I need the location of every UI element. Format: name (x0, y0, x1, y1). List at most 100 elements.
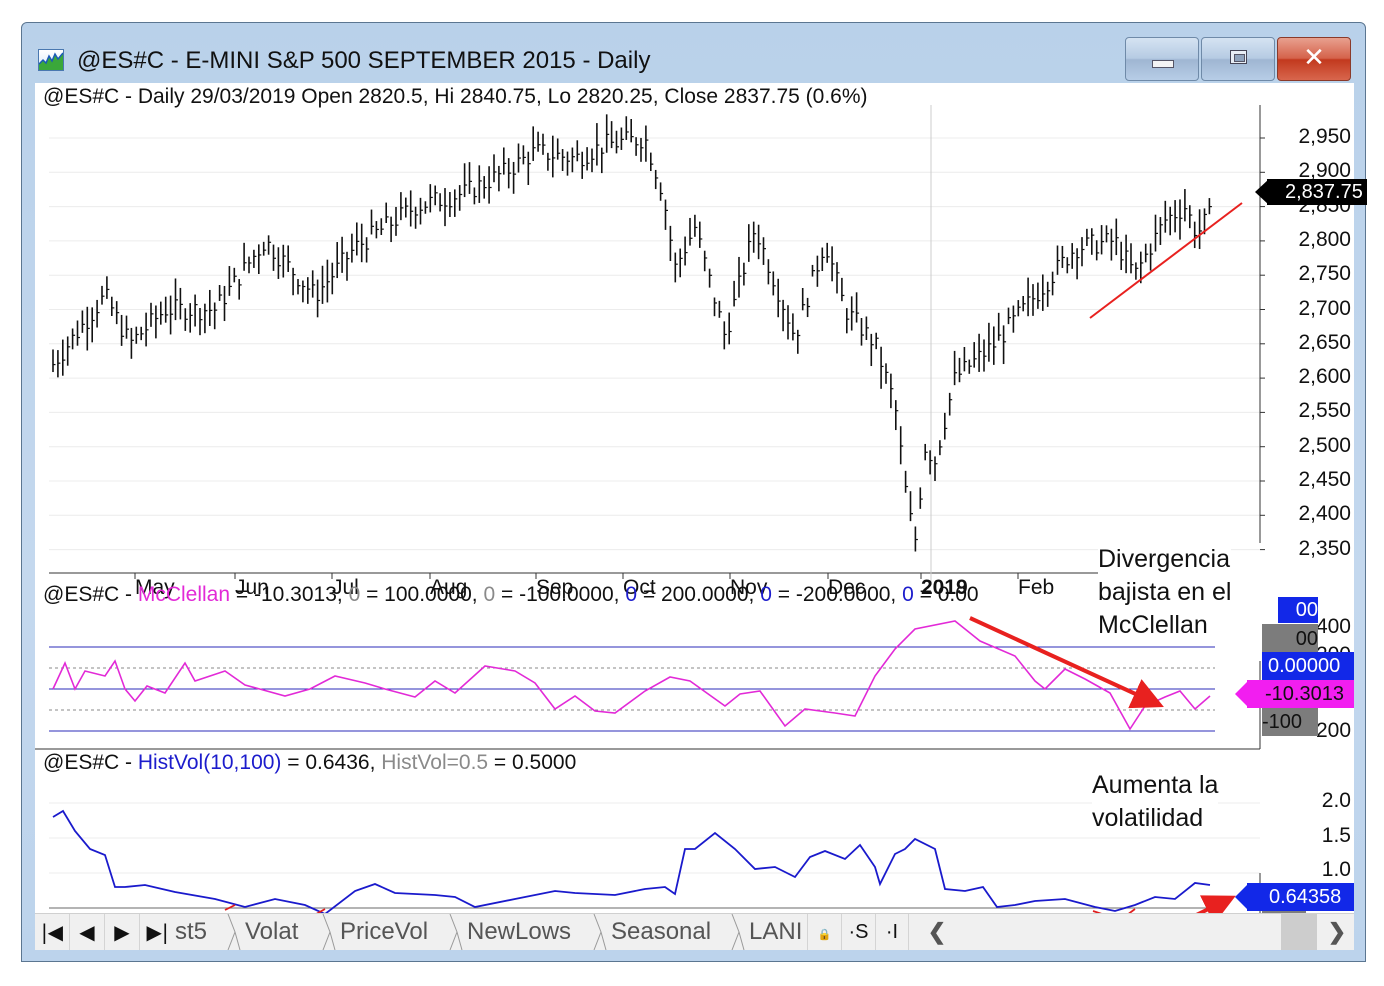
header-segment: = -100.0000, (495, 583, 626, 606)
header-segment: = 0.6436, (281, 751, 382, 774)
scroll-left-button[interactable]: ❮ (927, 919, 947, 944)
tag-value: 00 (1295, 599, 1318, 621)
header-segment: = 100.0000, (360, 583, 484, 606)
price-tag-pointer (1255, 179, 1269, 205)
mcclellan-current-tag: -10.3013 (1247, 680, 1354, 708)
tab-divider (593, 914, 607, 950)
sheet-tab[interactable]: st5 (175, 918, 208, 945)
month-label: Nov (730, 576, 768, 599)
sheet-tab-bar: |◀ ◀ ▶ ▶| st5 Volat PriceVol NewLows Seasona… (35, 913, 1354, 950)
price-tick-label: 2,700 (1298, 296, 1351, 320)
mcclellan-line-chart[interactable] (35, 601, 1354, 769)
price-tick-label: 2,950 (1298, 125, 1351, 148)
histvol-current-tag: 0.64358 (1247, 883, 1354, 911)
annotation-line: Aumenta la (1092, 771, 1219, 799)
month-label: Dec (828, 576, 866, 599)
chart-app-icon (38, 49, 64, 71)
price-tick-label: 2,750 (1298, 262, 1351, 286)
histvol-tick-label: 1.5 (1321, 824, 1351, 847)
price-tick-label: 2,800 (1298, 227, 1351, 251)
mcclellan-tag-pointer (1235, 680, 1249, 708)
histvol-tag-pointer (1235, 883, 1249, 911)
header-segment: = -10.3013, (230, 583, 349, 606)
mcclellan-100-tag: 00 (1262, 624, 1318, 654)
price-bar-chart[interactable] (35, 83, 1354, 583)
minimize-button[interactable] (1125, 37, 1199, 81)
histvol-tick-label: 2.0 (1321, 789, 1351, 812)
tag-value: 0.64358 (1269, 886, 1342, 908)
header-segment: @ES#C - (43, 751, 138, 774)
histvol-tick-label: 1.0 (1321, 858, 1351, 881)
tag-value: -100 (1262, 711, 1303, 733)
close-button[interactable]: ✕ (1277, 37, 1351, 81)
histvol-line-chart[interactable] (35, 769, 1354, 913)
header-segment: 0 (760, 583, 772, 606)
window-title: @ES#C - E-MINI S&P 500 SEPTEMBER 2015 - … (77, 47, 651, 74)
mcclellan-panel-header: @ES#C - McClellan = -10.3013, 0 = 100.00… (43, 583, 979, 607)
sheet-tab[interactable]: Seasonal (611, 918, 712, 945)
header-segment: HistVol=0.5 (381, 751, 489, 774)
header-segment: = 200.0000, (637, 583, 761, 606)
sheet-tab[interactable]: Volat (245, 918, 299, 945)
sheet-tab[interactable]: LANI (749, 918, 803, 945)
minimize-icon (1152, 60, 1174, 68)
annotation-line: bajista en el (1098, 578, 1232, 606)
maximize-button[interactable] (1201, 37, 1275, 81)
scale-button[interactable]: ·S (841, 914, 875, 950)
tag-value: 0.00000 (1268, 655, 1341, 677)
header-segment: HistVol(10,100) (137, 751, 282, 774)
month-label: 2019 (921, 576, 968, 599)
month-label: Aug (430, 576, 468, 599)
title-bar[interactable]: @ES#C - E-MINI S&P 500 SEPTEMBER 2015 - … (22, 23, 1365, 83)
mcclellan-tick-label: -200 (1308, 719, 1351, 742)
last-price-tag: 2,837.75 (1267, 179, 1367, 205)
last-price-value: 2,837.75 (1285, 181, 1363, 203)
histvol-panel-header: @ES#C - HistVol(10,100) = 0.6436, HistVo… (43, 751, 576, 775)
price-tick-label: 2,900 (1298, 159, 1351, 183)
scroll-right-button[interactable]: ❯ (1327, 919, 1347, 944)
mcclellan-200-tag: 00 (1278, 597, 1318, 623)
tab-divider (227, 914, 241, 950)
tab-divider (449, 914, 463, 950)
header-segment: 0 (348, 583, 361, 606)
next-tab-button[interactable]: ▶ (105, 914, 140, 950)
month-label: Oct (623, 576, 656, 599)
month-label: Feb (1018, 576, 1055, 599)
header-segment: 0 (902, 583, 914, 606)
tab-divider (322, 914, 336, 950)
tag-value: 00 (1295, 628, 1318, 650)
insert-button[interactable]: ·I (875, 914, 909, 950)
first-tab-button[interactable]: |◀ (35, 914, 70, 950)
month-label: Sep (536, 576, 574, 599)
lock-button[interactable]: 🔒 (807, 914, 841, 950)
restore-icon (1230, 50, 1247, 64)
header-segment: McClellan (137, 583, 231, 606)
annotation-line: volatilidad (1092, 804, 1204, 832)
last-tab-button[interactable]: ▶| (146, 920, 169, 944)
chart-area[interactable]: @ES#C - Daily 29/03/2019 Open 2820.5, Hi… (35, 83, 1367, 950)
header-segment: = 0.5000 (488, 751, 577, 774)
month-label: May (135, 576, 175, 599)
header-segment: = -200.0000, (771, 583, 903, 606)
tag-value: -10.3013 (1265, 683, 1344, 705)
header-segment: 0 (625, 583, 638, 606)
mcclellan-tick-label: 400 (1315, 615, 1351, 638)
lock-icon: 🔒 (817, 929, 832, 941)
prev-tab-button[interactable]: ◀ (70, 914, 105, 950)
volatility-annotation: Aumenta la volatilidad (1092, 769, 1219, 835)
month-label: Jun (235, 576, 269, 599)
sheet-tab[interactable]: PriceVol (340, 918, 429, 945)
price-tick-label: 2,600 (1298, 365, 1351, 389)
annotation-line: Divergencia (1098, 545, 1231, 573)
chart-window: @ES#C - E-MINI S&P 500 SEPTEMBER 2015 - … (21, 22, 1367, 962)
price-tick-label: 2,350 (1298, 536, 1351, 560)
sheet-tab[interactable]: NewLows (467, 918, 572, 945)
close-icon: ✕ (1303, 43, 1325, 73)
price-tick-label: 2,650 (1298, 330, 1351, 354)
header-segment: 0 (483, 583, 496, 606)
mcclellan-minus100-tag: -100 (1262, 708, 1318, 736)
horizontal-scrollbar-thumb[interactable] (1281, 914, 1317, 950)
mcclellan-zero-tag: 0.00000 (1262, 652, 1354, 680)
price-tick-label: 2,550 (1298, 399, 1351, 423)
header-segment: @ES#C - (43, 583, 138, 606)
